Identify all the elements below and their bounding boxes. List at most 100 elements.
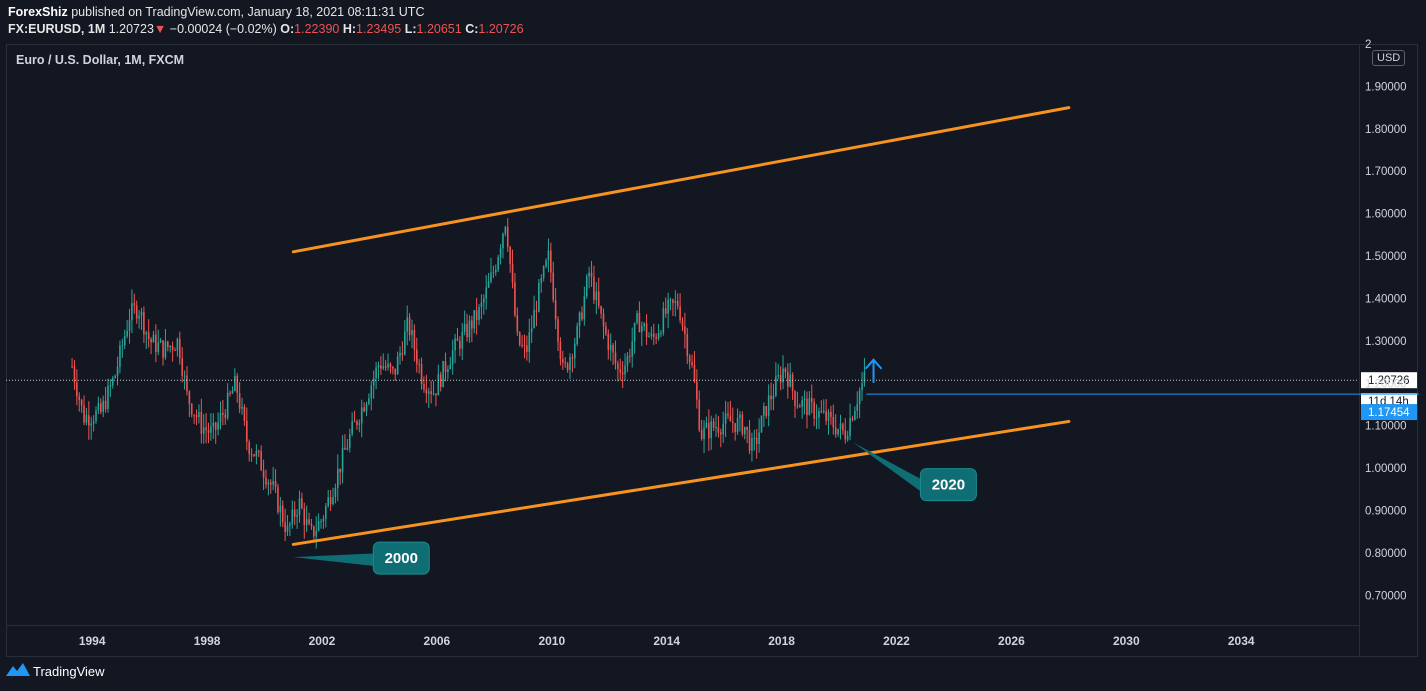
candle-body bbox=[775, 376, 777, 396]
candle-body bbox=[724, 413, 727, 424]
candle-body bbox=[344, 447, 346, 450]
candle-body bbox=[595, 291, 598, 300]
time-axis: 1994 1998 2002 2006 2010 2014 2018 2022 2026 2030… bbox=[79, 634, 1255, 648]
time-tick-label: 2022 bbox=[883, 634, 910, 648]
candle-body bbox=[863, 372, 866, 384]
candle-body bbox=[535, 310, 538, 312]
candle-body bbox=[437, 374, 440, 396]
candle-body bbox=[382, 366, 385, 369]
candle-body bbox=[490, 272, 492, 282]
down-arrow-icon: ▼ bbox=[153, 22, 167, 36]
candle-body bbox=[327, 497, 330, 507]
candle-body bbox=[856, 404, 859, 412]
candle-body bbox=[571, 357, 574, 359]
candle-body bbox=[834, 427, 837, 435]
candle-body bbox=[506, 226, 509, 247]
candle-body bbox=[530, 328, 533, 333]
price-axis: 0.70000 0.80000 0.90000 1.00000 1.10000 1.200… bbox=[1365, 39, 1407, 602]
candle-body bbox=[291, 509, 294, 524]
candle-body bbox=[334, 488, 337, 497]
candle-body bbox=[444, 361, 447, 373]
candle-body bbox=[624, 365, 626, 375]
candle-body bbox=[73, 366, 76, 383]
candle-body bbox=[825, 410, 827, 421]
candle-body bbox=[205, 427, 207, 431]
candle-body bbox=[758, 432, 760, 444]
candle-body bbox=[798, 406, 801, 408]
candle-body bbox=[164, 341, 167, 358]
candle-body bbox=[787, 372, 789, 387]
candle-body bbox=[672, 299, 674, 303]
candle-body bbox=[128, 320, 131, 331]
candle-body bbox=[691, 362, 693, 365]
candle-body bbox=[600, 306, 602, 314]
candle-body bbox=[439, 374, 442, 388]
candle-body bbox=[423, 384, 425, 390]
author-name[interactable]: ForexShiz bbox=[8, 5, 68, 19]
candle-body bbox=[257, 450, 260, 452]
candle-body bbox=[181, 358, 183, 376]
candle-body bbox=[815, 417, 818, 419]
candle-body bbox=[83, 405, 85, 423]
candle-body bbox=[583, 296, 586, 320]
candle-body bbox=[861, 383, 863, 391]
candle-body bbox=[387, 363, 389, 368]
chart-frame bbox=[6, 44, 1418, 657]
upper-channel-line bbox=[291, 106, 1071, 254]
candle-body bbox=[351, 421, 353, 435]
candle-body bbox=[712, 421, 715, 428]
candle-body bbox=[636, 313, 638, 323]
candle-body bbox=[248, 441, 251, 455]
callout-2000: 2000 bbox=[293, 541, 430, 575]
time-tick-label: 2014 bbox=[653, 634, 680, 648]
candle-body bbox=[772, 395, 775, 400]
candle-body bbox=[478, 307, 480, 321]
candle-body bbox=[442, 361, 444, 388]
candle-body bbox=[708, 423, 710, 439]
tradingview-logo[interactable]: TradingView bbox=[6, 662, 105, 679]
candle-body bbox=[159, 340, 162, 343]
candle-body bbox=[133, 303, 136, 306]
candle-body bbox=[789, 374, 792, 387]
candle-body bbox=[763, 406, 765, 416]
candle-body bbox=[830, 411, 832, 417]
candle-body bbox=[499, 248, 502, 258]
candle-body bbox=[186, 375, 188, 392]
candle-body bbox=[569, 357, 571, 371]
candle-body bbox=[411, 329, 413, 336]
candle-body bbox=[265, 477, 267, 485]
candle-body bbox=[605, 326, 607, 334]
candle-body bbox=[305, 519, 308, 526]
candle-body bbox=[310, 523, 313, 527]
arrow-head bbox=[864, 358, 883, 370]
candle-body bbox=[183, 375, 186, 377]
candle-body bbox=[313, 526, 315, 537]
candle-body bbox=[664, 308, 667, 314]
candle-body bbox=[633, 322, 636, 342]
candle-body bbox=[739, 414, 741, 418]
currency-button[interactable]: USD bbox=[1372, 50, 1406, 66]
candle-body bbox=[638, 313, 641, 333]
candle-body bbox=[229, 392, 231, 394]
candle-body bbox=[269, 482, 272, 485]
candle-body bbox=[557, 319, 559, 342]
candle-body bbox=[657, 333, 660, 339]
candle-body bbox=[322, 518, 325, 522]
candle-body bbox=[432, 393, 435, 395]
candle-body bbox=[715, 427, 717, 429]
candle-body bbox=[609, 344, 612, 350]
candle-body bbox=[408, 317, 411, 336]
candle-body bbox=[317, 521, 320, 531]
candle-body bbox=[593, 276, 595, 300]
candle-body bbox=[504, 226, 507, 234]
candle-body bbox=[547, 250, 550, 261]
candle-body bbox=[152, 334, 155, 343]
candle-body bbox=[822, 410, 825, 412]
candle-body bbox=[296, 514, 298, 517]
candle-body bbox=[224, 414, 227, 418]
candle-body bbox=[190, 403, 193, 415]
candle-body bbox=[734, 423, 736, 433]
candle-body bbox=[696, 381, 698, 400]
high-value: 1.23495 bbox=[356, 22, 402, 36]
